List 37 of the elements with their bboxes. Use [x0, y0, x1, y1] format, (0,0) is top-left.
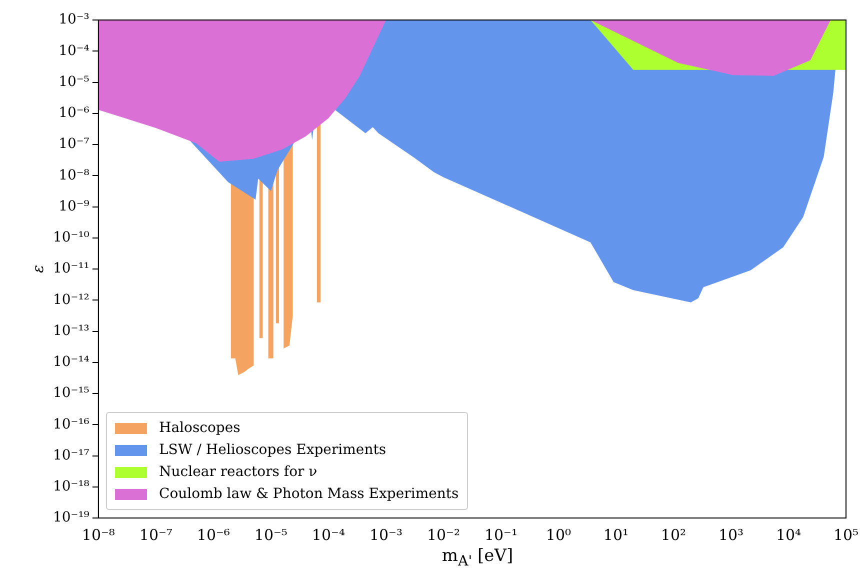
legend-label: Nuclear reactors for ν	[159, 463, 318, 482]
x-tick-label: 10⁴	[776, 526, 802, 544]
legend-label: LSW / Helioscopes Experiments	[159, 441, 386, 460]
legend-label: Haloscopes	[159, 419, 240, 438]
x-axis-title: m$_{A'}$ [eV]	[440, 546, 514, 570]
x-tick-label: 10⁻⁴	[312, 526, 345, 544]
y-tick-label: 10⁻⁸	[58, 167, 90, 184]
y-tick-label: 10⁻⁹	[58, 198, 90, 214]
y-tick-label: 10⁻¹⁷	[52, 447, 90, 464]
legend-label: Coulomb law & Photon Mass Experiments	[159, 485, 459, 504]
y-tick-label: 10⁻¹⁰	[52, 230, 90, 246]
y-tick-label: 10⁻¹⁶	[52, 416, 90, 432]
y-tick-label: 10⁻¹²	[52, 292, 90, 308]
y-tick-label: 10⁻³	[58, 12, 90, 28]
y-tick-label: 10⁻⁶	[58, 105, 90, 122]
y-tick-label: 10⁻⁴	[58, 42, 90, 59]
x-tick-label: 10⁻¹	[484, 526, 518, 544]
y-tick-label: 10⁻¹⁹	[52, 510, 90, 526]
y-tick-label: 10⁻¹⁵	[52, 385, 90, 402]
x-tick-label: 10⁻⁵	[254, 526, 288, 544]
y-tick-label: 10⁻⁷	[58, 136, 90, 152]
y-axis-title: ε	[28, 264, 47, 274]
x-tick-label: 10⁻³	[369, 526, 402, 544]
x-tick-label: 10²	[660, 526, 686, 544]
x-tick-label: 10³	[718, 526, 744, 544]
y-tick-label: 10⁻¹¹	[52, 260, 90, 277]
y-tick-label: 10⁻¹³	[52, 322, 90, 339]
x-tick-label: 10¹	[603, 526, 629, 544]
x-tick-label: 10⁻⁶	[196, 526, 230, 544]
x-tick-label: 10⁻⁸	[82, 526, 115, 544]
y-tick-label: 10⁻¹⁴	[52, 354, 90, 370]
x-tick-label: 10⁻⁷	[139, 526, 172, 544]
x-tick-label: 10⁵	[833, 526, 859, 544]
y-tick-label: 10⁻¹⁸	[52, 478, 90, 495]
x-tick-label: 10⁰	[546, 526, 572, 544]
x-tick-label: 10⁻²	[426, 526, 460, 544]
y-tick-label: 10⁻⁵	[58, 74, 90, 90]
